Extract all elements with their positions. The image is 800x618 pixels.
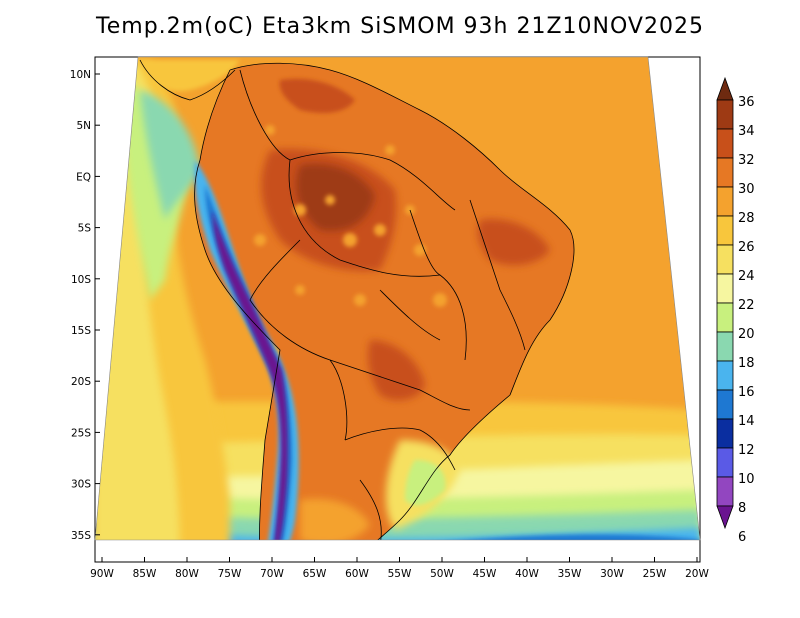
- lat-label: 5N: [76, 120, 91, 132]
- colorbar-segment: [716, 360, 734, 391]
- colorbar-label: 14: [738, 414, 755, 429]
- central-america-band: [140, 60, 240, 92]
- lon-label: 30W: [600, 568, 624, 580]
- projection-boundary: [94, 56, 701, 541]
- colorbar-label: 8: [738, 501, 746, 516]
- lon-label: 50W: [430, 568, 454, 580]
- lon-label: 25W: [643, 568, 667, 580]
- lon-label: 60W: [345, 568, 369, 580]
- colorbar-top-arrow: [716, 76, 734, 101]
- map-title: Temp.2m(oC) Eta3km SiSMOM 93h 21Z10NOV20…: [96, 14, 704, 39]
- colorbar-segment: [716, 447, 734, 478]
- east-coastline: [229, 62, 575, 540]
- lat-label: 10N: [70, 69, 91, 81]
- colorbar-segment: [716, 418, 734, 449]
- lat-label: 10S: [71, 274, 91, 286]
- political-borders: [139, 59, 575, 540]
- colorbar-label: 10: [738, 472, 755, 487]
- southern-border: [344, 427, 456, 471]
- colorbar-segment: [716, 99, 734, 130]
- lat-label: 20S: [71, 376, 91, 388]
- colorbar-label: 20: [738, 327, 755, 342]
- colorbar: 36 34 32 30 28 26 24 22 20 18 16 14 12 10 8 6: [716, 76, 755, 545]
- andes-coldest-ridge: [212, 210, 288, 540]
- inner-state-border-3: [379, 289, 441, 341]
- colorbar-segment: [716, 389, 734, 420]
- north-border: [239, 69, 456, 211]
- lon-label: 90W: [90, 568, 114, 580]
- amazon-hottest-zone: [296, 163, 375, 231]
- colorbar-label: 30: [738, 182, 755, 197]
- argentina-warm: [300, 498, 370, 540]
- lat-label: 35S: [71, 530, 91, 542]
- north-hot-zone: [279, 78, 355, 113]
- lat-label: 15S: [71, 325, 91, 337]
- ocean-band-18: [95, 505, 700, 540]
- inner-state-border-1: [409, 209, 441, 276]
- colorbar-segment: [716, 128, 734, 159]
- colorbar-segment: [716, 157, 734, 188]
- central-brazil-hot-zone: [368, 340, 425, 401]
- colorbar-bottom-arrow: [716, 505, 734, 530]
- lat-label: 30S: [71, 479, 91, 491]
- colorbar-segment: [716, 331, 734, 362]
- lon-label: 70W: [260, 568, 284, 580]
- west-coastline: [194, 69, 281, 540]
- lon-label: 20W: [685, 568, 709, 580]
- temperature-field: [95, 57, 700, 540]
- northeast-hot-zone: [477, 219, 550, 266]
- colorbar-segment: [716, 273, 734, 304]
- colorbar-label: 18: [738, 356, 755, 371]
- colorbar-label: 34: [738, 124, 755, 139]
- colorbar-label: 32: [738, 153, 755, 168]
- pacific-band-18: [140, 90, 200, 220]
- colorbar-segment: [716, 244, 734, 275]
- inner-state-border-2: [469, 199, 526, 351]
- colorbar-segment: [716, 302, 734, 333]
- lat-label: 5S: [78, 223, 92, 235]
- pacific-band-20: [120, 70, 190, 300]
- lon-label: 35W: [558, 568, 582, 580]
- colorbar-label: 24: [738, 269, 755, 284]
- central-border: [288, 159, 467, 361]
- lon-label: 75W: [218, 568, 242, 580]
- lon-label: 80W: [175, 568, 199, 580]
- uruguay-cool: [405, 460, 446, 506]
- colorbar-segment: [716, 186, 734, 217]
- colorbar-label: 6: [738, 530, 746, 545]
- lon-label: 65W: [303, 568, 327, 580]
- inner-state-border-4: [329, 359, 471, 411]
- colorbar-segment: [716, 476, 734, 507]
- lon-label: 85W: [133, 568, 157, 580]
- colorbar-label: 36: [738, 95, 755, 110]
- colorbar-label: 16: [738, 385, 755, 400]
- bolivia-border: [249, 239, 348, 441]
- lat-label: 25S: [71, 427, 91, 439]
- latitude-axis: 10N 5N EQ 5S 10S 15S 20S 25S 30S 35S: [70, 69, 100, 542]
- lon-label: 55W: [388, 568, 412, 580]
- colorbar-label: 12: [738, 443, 755, 458]
- lon-label: 45W: [473, 568, 497, 580]
- warm-spots: [254, 125, 447, 307]
- lon-label: 40W: [515, 568, 539, 580]
- colorbar-label: 26: [738, 240, 755, 255]
- lat-label: EQ: [76, 171, 91, 183]
- argentina-uruguay-border: [359, 479, 382, 540]
- colorbar-label: 28: [738, 211, 755, 226]
- andes-cold-ridge: [194, 160, 299, 540]
- colorbar-label: 22: [738, 298, 755, 313]
- colorbar-segment: [716, 215, 734, 246]
- longitude-axis: 90W 85W 80W 75W 70W 65W 60W 55W 50W 45W 40W 35W 30W 2…: [90, 557, 709, 580]
- central-america-outline: [139, 59, 236, 101]
